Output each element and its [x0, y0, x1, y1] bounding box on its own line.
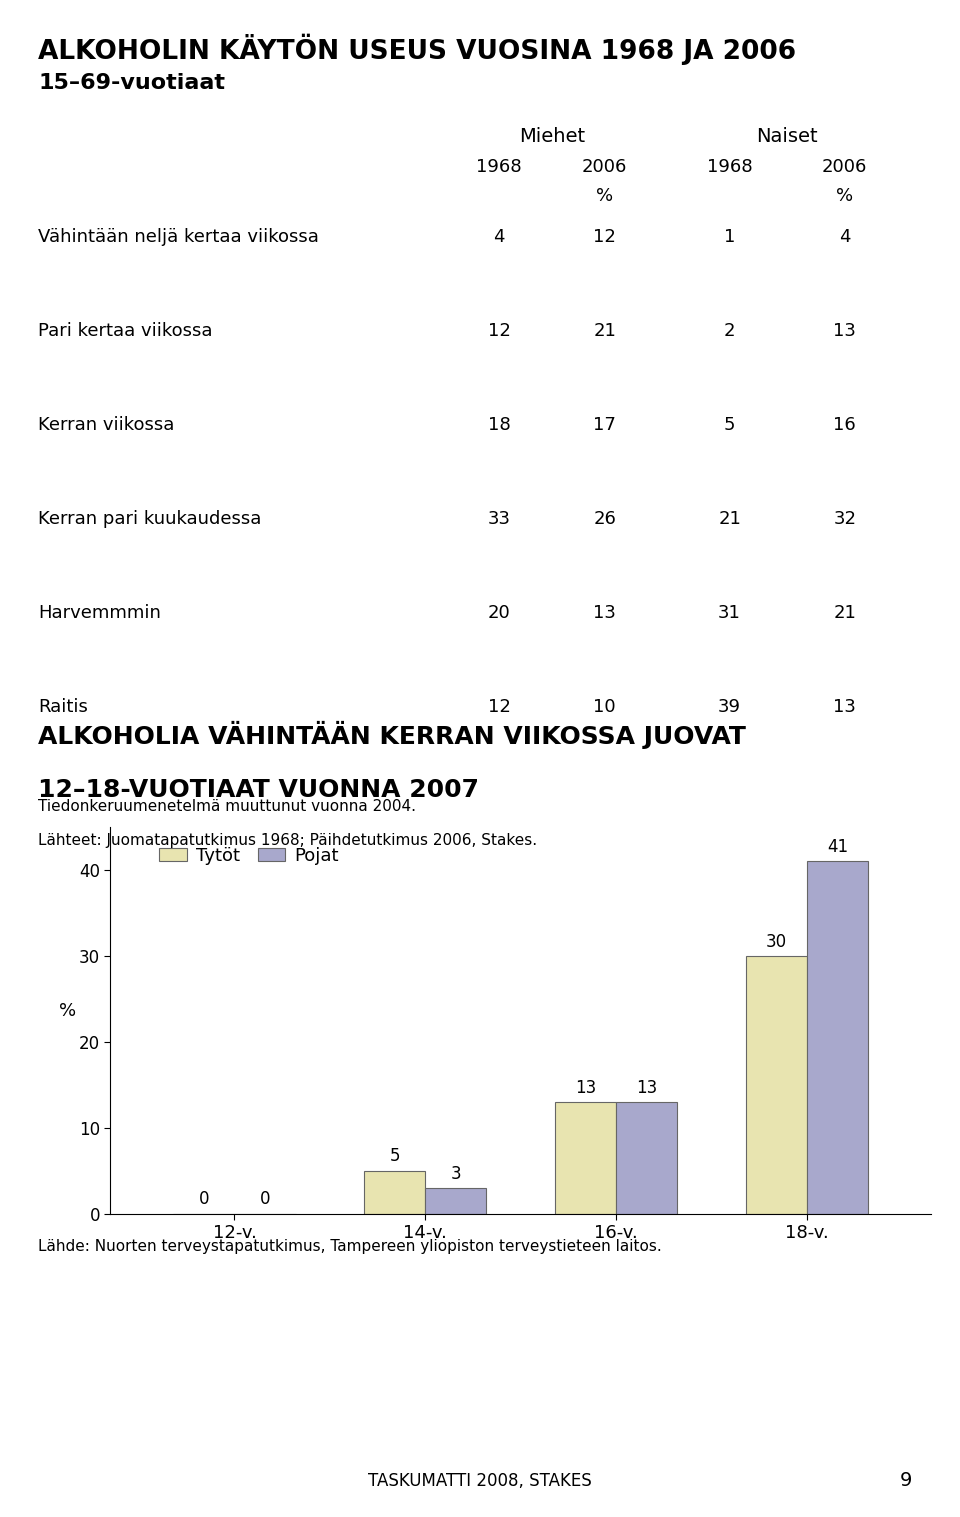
Text: 39: 39	[718, 698, 741, 716]
Y-axis label: %: %	[60, 1003, 76, 1021]
Text: 18: 18	[488, 416, 511, 434]
Text: 32: 32	[833, 510, 856, 528]
Text: 30: 30	[766, 933, 787, 951]
Text: 2006: 2006	[822, 158, 868, 176]
Text: 2006: 2006	[582, 158, 628, 176]
Text: 21: 21	[593, 322, 616, 340]
Text: TASKUMATTI 2008, STAKES: TASKUMATTI 2008, STAKES	[368, 1471, 592, 1490]
Text: 5: 5	[390, 1147, 400, 1165]
Text: 21: 21	[833, 604, 856, 622]
Text: ALKOHOLIN KÄYTÖN USEUS VUOSINA 1968 JA 2006: ALKOHOLIN KÄYTÖN USEUS VUOSINA 1968 JA 2…	[38, 33, 797, 65]
Bar	[555, 1101, 616, 1214]
Text: 3: 3	[450, 1165, 461, 1183]
Text: 26: 26	[593, 510, 616, 528]
Text: 13: 13	[593, 604, 616, 622]
Text: 13: 13	[833, 322, 856, 340]
Bar	[746, 956, 807, 1214]
Text: Kerran viikossa: Kerran viikossa	[38, 416, 175, 434]
Text: 21: 21	[718, 510, 741, 528]
Text: 1968: 1968	[707, 158, 753, 176]
Bar	[807, 862, 868, 1214]
Text: 1: 1	[724, 228, 735, 246]
Text: 17: 17	[593, 416, 616, 434]
Text: Lähde: Nuorten terveystapatutkimus, Tampereen yliopiston terveystieteen laitos.: Lähde: Nuorten terveystapatutkimus, Tamp…	[38, 1239, 662, 1255]
Text: Naiset: Naiset	[756, 127, 818, 147]
Text: %: %	[596, 187, 613, 205]
Text: 33: 33	[488, 510, 511, 528]
Text: 13: 13	[636, 1079, 658, 1097]
Text: 12–18-VUOTIAAT VUONNA 2007: 12–18-VUOTIAAT VUONNA 2007	[38, 778, 479, 802]
Text: Kerran pari kuukaudessa: Kerran pari kuukaudessa	[38, 510, 262, 528]
Text: Vähintään neljä kertaa viikossa: Vähintään neljä kertaa viikossa	[38, 228, 320, 246]
Text: ALKOHOLIA VÄHINTÄÄN KERRAN VIIKOSSA JUOVAT: ALKOHOLIA VÄHINTÄÄN KERRAN VIIKOSSA JUOV…	[38, 721, 746, 749]
Text: 41: 41	[828, 837, 849, 856]
Text: 5: 5	[724, 416, 735, 434]
Text: 31: 31	[718, 604, 741, 622]
Bar	[425, 1188, 487, 1214]
Text: Raitis: Raitis	[38, 698, 88, 716]
Text: 10: 10	[593, 698, 616, 716]
Text: 13: 13	[575, 1079, 596, 1097]
Text: 0: 0	[199, 1191, 209, 1209]
Text: %: %	[836, 187, 853, 205]
Text: 12: 12	[488, 322, 511, 340]
Text: 20: 20	[488, 604, 511, 622]
Text: 0: 0	[260, 1191, 271, 1209]
Text: 2: 2	[724, 322, 735, 340]
Text: 9: 9	[900, 1470, 912, 1490]
Text: Lähteet: Juomatapatutkimus 1968; Päihdetutkimus 2006, Stakes.: Lähteet: Juomatapatutkimus 1968; Päihdet…	[38, 833, 538, 848]
Text: Pari kertaa viikossa: Pari kertaa viikossa	[38, 322, 213, 340]
Text: Harvemmmin: Harvemmmin	[38, 604, 161, 622]
Text: 4: 4	[493, 228, 505, 246]
Text: 15–69-vuotiaat: 15–69-vuotiaat	[38, 73, 226, 93]
Text: 12: 12	[488, 698, 511, 716]
Bar	[616, 1101, 678, 1214]
Text: 16: 16	[833, 416, 856, 434]
Text: 13: 13	[833, 698, 856, 716]
Text: 1968: 1968	[476, 158, 522, 176]
Text: Miehet: Miehet	[519, 127, 585, 147]
Legend: Tytöt, Pojat: Tytöt, Pojat	[153, 840, 346, 872]
Bar	[364, 1171, 425, 1214]
Text: Tiedonkeruumenetelmä muuttunut vuonna 2004.: Tiedonkeruumenetelmä muuttunut vuonna 20…	[38, 799, 417, 815]
Text: 12: 12	[593, 228, 616, 246]
Text: 4: 4	[839, 228, 851, 246]
